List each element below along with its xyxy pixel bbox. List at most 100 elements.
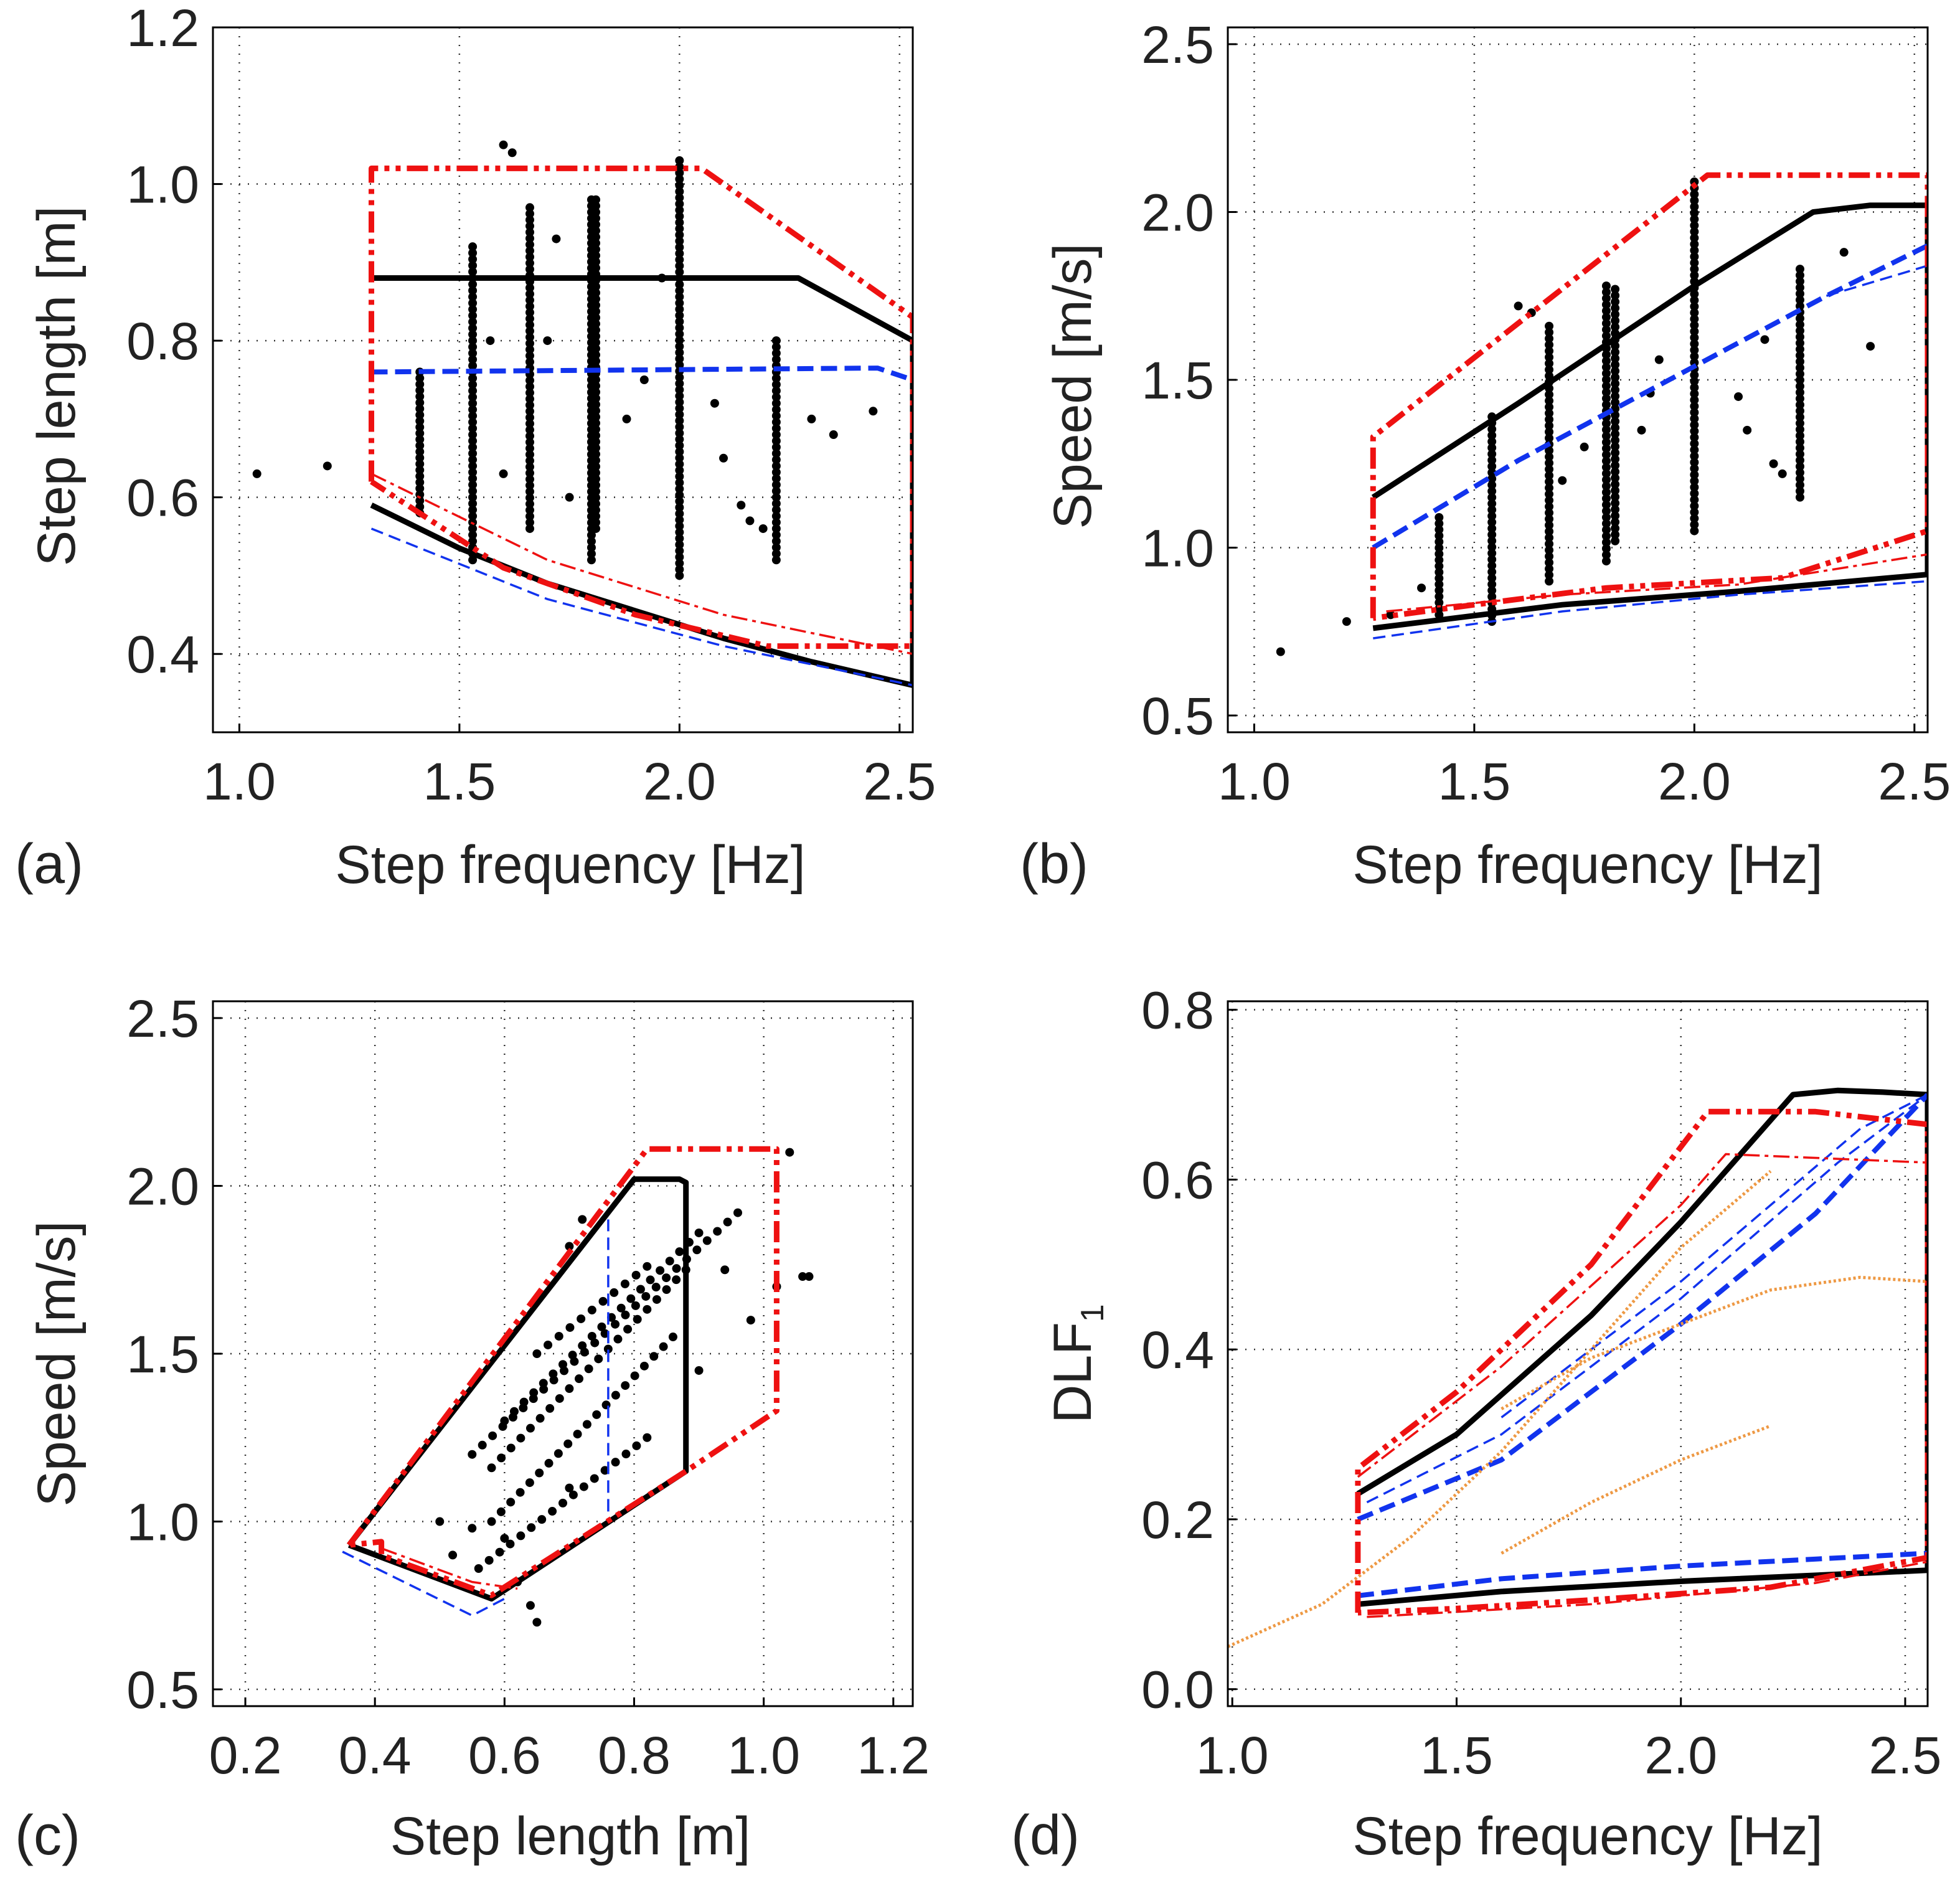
panel-a-series-black_upper [371, 275, 913, 344]
data-point [496, 1507, 506, 1516]
data-point [675, 379, 684, 389]
data-point [1795, 456, 1804, 465]
data-point [591, 387, 601, 397]
data-point [591, 350, 601, 359]
data-point [672, 1264, 681, 1273]
data-point [1690, 389, 1699, 399]
data-point [675, 385, 684, 394]
data-point [1611, 448, 1620, 458]
data-point [1690, 427, 1699, 436]
data-point [468, 336, 478, 346]
panel-b-y-tick-label: 1.5 [1141, 351, 1214, 410]
data-point [675, 373, 684, 382]
data-point [525, 382, 534, 391]
data-point [1795, 462, 1804, 471]
panel-d-y-tick-label: 0.6 [1141, 1151, 1214, 1209]
data-point [1545, 496, 1554, 505]
data-point [1795, 493, 1804, 502]
data-point [591, 226, 601, 235]
data-point [675, 478, 684, 488]
data-point [591, 337, 601, 347]
data-point [1545, 408, 1554, 418]
data-point [1611, 524, 1620, 533]
panel-d-plot-frame [1227, 1000, 1929, 1707]
panel-c-y-tick-label: 1.0 [126, 1493, 199, 1552]
data-point [771, 474, 781, 483]
data-point [508, 1413, 517, 1422]
data-point [1601, 306, 1611, 316]
data-point [1545, 564, 1554, 573]
panel-d-x-tick-label: 2.0 [1644, 1726, 1717, 1785]
data-point [1601, 550, 1611, 560]
data-point [1690, 526, 1699, 536]
data-point [1601, 300, 1611, 309]
data-point [675, 199, 684, 209]
data-point [807, 414, 816, 423]
data-point [1545, 458, 1554, 468]
data-point [632, 1441, 641, 1450]
data-point [616, 1303, 626, 1313]
data-point [675, 156, 684, 165]
panel-d-series-orange_2 [1501, 1275, 1928, 1410]
data-point [415, 435, 425, 444]
data-point [746, 1316, 755, 1325]
data-point [498, 1422, 507, 1431]
data-point [415, 471, 425, 481]
data-point [525, 419, 534, 428]
data-point [591, 313, 601, 323]
data-point [656, 1266, 665, 1275]
data-point [516, 1433, 525, 1443]
data-point [579, 1482, 588, 1491]
data-point [675, 336, 684, 345]
data-point [500, 1534, 509, 1543]
data-point [468, 430, 478, 440]
data-point [1487, 536, 1497, 545]
data-point [771, 349, 781, 358]
data-point [1487, 517, 1497, 527]
data-point [1545, 514, 1554, 524]
data-point [1601, 331, 1611, 341]
data-point [468, 323, 478, 333]
data-point [1611, 291, 1620, 300]
data-point [594, 1354, 603, 1364]
data-point [486, 336, 495, 346]
data-point [675, 255, 684, 265]
data-point [468, 342, 478, 352]
panel-d-y-tick-label: 0.8 [1141, 981, 1214, 1040]
data-point [415, 484, 425, 493]
data-point [1601, 375, 1611, 384]
data-point [468, 436, 478, 446]
data-point [1545, 483, 1554, 493]
data-point [1690, 495, 1699, 504]
data-point [675, 540, 684, 549]
data-point [575, 1374, 584, 1384]
data-point [1795, 443, 1804, 453]
data-point [1601, 463, 1611, 472]
data-point [525, 481, 534, 490]
data-point [1795, 480, 1804, 489]
data-point [675, 193, 684, 202]
data-point [1795, 295, 1804, 304]
data-point [1545, 402, 1554, 412]
data-point [675, 565, 684, 574]
data-point [525, 450, 534, 459]
data-point [468, 255, 478, 264]
data-point [1611, 530, 1620, 539]
data-point [1545, 427, 1554, 436]
data-point [1690, 202, 1699, 212]
data-point [1435, 525, 1444, 534]
data-point [1795, 276, 1804, 286]
data-point [692, 1245, 702, 1255]
data-point [1795, 314, 1804, 323]
data-point [1601, 557, 1611, 566]
panel-a-series-red_envelope [369, 165, 913, 649]
data-point [563, 1439, 573, 1448]
data-point [565, 493, 574, 502]
data-point [1690, 458, 1699, 467]
panel-c-x-tick-label: 0.6 [468, 1726, 541, 1785]
data-point [527, 1523, 536, 1532]
data-point [525, 215, 534, 225]
data-point [1545, 321, 1554, 331]
panel-c-x-tick-label: 1.2 [857, 1726, 930, 1785]
data-point [662, 1273, 671, 1283]
